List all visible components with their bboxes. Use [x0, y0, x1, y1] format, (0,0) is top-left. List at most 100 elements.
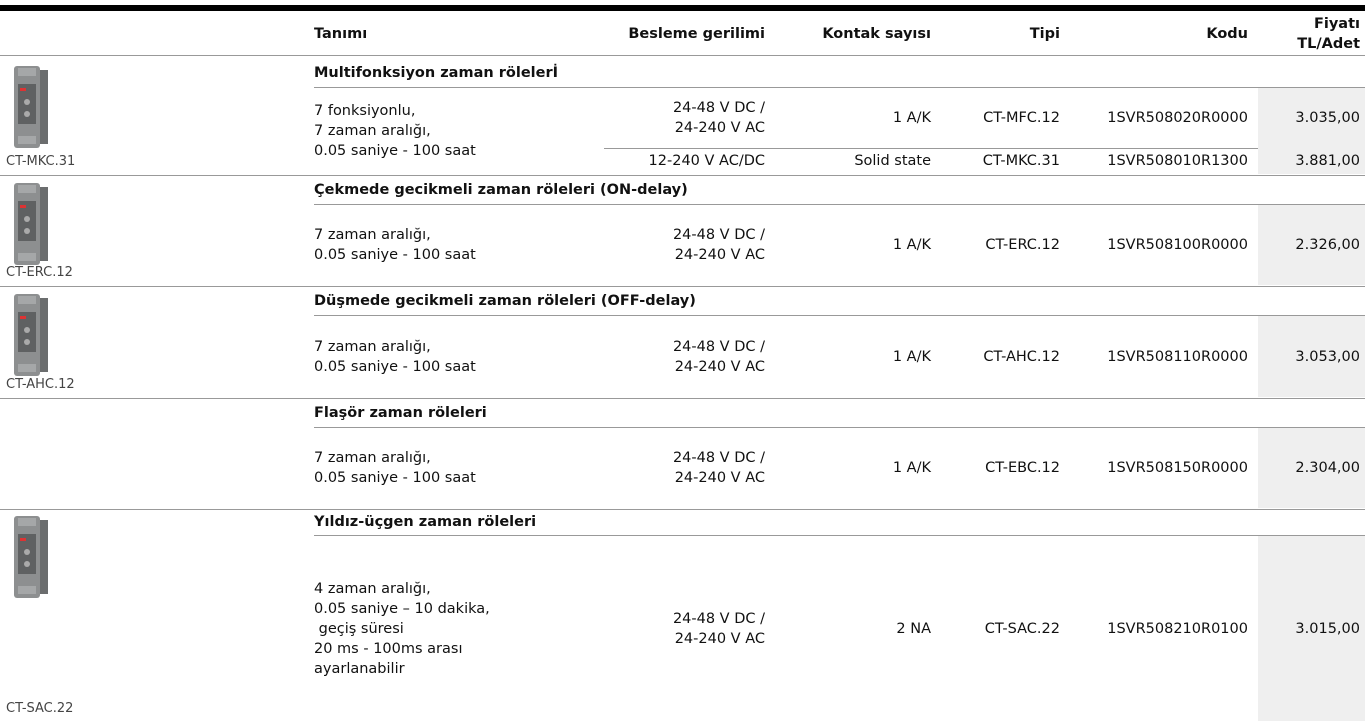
description: 4 zaman aralığı, 0.05 saniye – 10 dakika,… [314, 536, 490, 721]
type: CT-ERC.12 [985, 237, 1060, 253]
type: CT-SAC.22 [984, 620, 1060, 637]
rule [314, 427, 1365, 428]
price-cell-bg [1258, 88, 1365, 148]
group-title: Düşmede gecikmeli zaman röleleri (OFF-de… [314, 293, 696, 309]
relay-icon [14, 66, 48, 148]
price: 3.015,00 [1295, 620, 1360, 637]
contacts: 1 A/K [892, 237, 931, 253]
text-line: 0.05 saniye - 100 saat [314, 143, 476, 159]
price-cell-bg [1258, 428, 1365, 508]
page: Tanımı Besleme gerilimi Kontak sayısı Tipi K… [0, 5, 1365, 721]
type: CT-AHC.12 [983, 348, 1060, 365]
group-title: Multifonksiyon zaman rölelerİ [314, 65, 559, 81]
relay-icon [14, 294, 48, 376]
text-line: 7 zaman aralığı, [314, 123, 431, 139]
price: 2.326,00 [1295, 237, 1360, 253]
price: 3.035,00 [1295, 110, 1360, 126]
product-image [10, 292, 50, 378]
price-header: Fiyatı TL/Adet [1260, 14, 1360, 54]
price-cell-bg [1258, 316, 1365, 397]
description: 7 zaman aralığı, 0.05 saniye - 100 saat [314, 205, 476, 285]
type: CT-EBC.12 [985, 460, 1060, 476]
relay-icon [14, 516, 48, 598]
text-line: 7 zaman aralığı, [314, 338, 431, 355]
text-line: 24-48 V DC / [672, 610, 765, 627]
text-line: 0.05 saniye – 10 dakika, [314, 600, 490, 617]
price-cell-bg [1258, 148, 1365, 174]
text-line: 24-240 V AC [674, 470, 765, 486]
top-rule [0, 5, 1365, 11]
rule [314, 315, 1365, 316]
supply: 24-48 V DC / 24-240 V AC [565, 205, 765, 285]
column-header: Besleme gerilimi [628, 26, 765, 42]
contacts: 1 A/K [892, 348, 931, 365]
group-title: Yıldız-üçgen zaman röleleri [314, 514, 537, 530]
text-line: 7 zaman aralığı, [314, 227, 431, 243]
text-line: 24-240 V AC [674, 247, 765, 263]
text-line: 24-48 V DC / [672, 100, 765, 116]
image-label: CT-AHC.12 [6, 377, 75, 392]
product-image [10, 181, 50, 267]
supply: 24-48 V DC / 24-240 V AC [565, 536, 765, 721]
text-line: 20 ms - 100ms arası [314, 640, 463, 657]
rule [0, 509, 1365, 510]
type: CT-MFC.12 [983, 110, 1060, 126]
description: 7 fonksiyonlu, 7 zaman aralığı, 0.05 saniy… [314, 88, 476, 174]
text-line: Fiyatı [1313, 16, 1360, 32]
text-line: 24-48 V DC / [672, 227, 765, 243]
description: 7 zaman aralığı, 0.05 saniye - 100 saat [314, 316, 476, 397]
column-header: Kodu [1206, 26, 1248, 42]
supply: 24-48 V DC / 24-240 V AC [565, 88, 765, 148]
text-line: 24-48 V DC / [672, 338, 765, 355]
code: 1SVR508110R0000 [1107, 348, 1248, 365]
text-line: ayarlanabilir [314, 660, 405, 677]
type: CT-MKC.31 [982, 153, 1060, 169]
price: 3.881,00 [1295, 153, 1360, 169]
product-image [10, 64, 50, 150]
text-line: 7 fonksiyonlu, [314, 103, 416, 119]
supply: 24-48 V DC / 24-240 V AC [565, 428, 765, 508]
code: 1SVR508100R0000 [1107, 237, 1248, 253]
column-header: Kontak sayısı [822, 26, 931, 42]
text-line: 0.05 saniye - 100 saat [314, 358, 476, 375]
price-cell-bg [1258, 536, 1365, 721]
rule [314, 535, 1365, 536]
price: 2.304,00 [1295, 460, 1360, 476]
contacts: 1 A/K [892, 460, 931, 476]
group-title: Çekmede gecikmeli zaman röleleri (ON-del… [314, 182, 688, 198]
column-header: Tipi [1029, 26, 1060, 42]
code: 1SVR508010R1300 [1107, 153, 1248, 169]
contacts: 1 A/K [892, 110, 931, 126]
text-line: 24-240 V AC [674, 120, 765, 136]
text-line: 12-240 V AC/DC [648, 153, 765, 169]
code: 1SVR508210R0100 [1107, 620, 1248, 637]
rule [314, 87, 1365, 88]
contacts: Solid state [854, 153, 931, 169]
rule [314, 204, 1365, 205]
code: 1SVR508020R0000 [1107, 110, 1248, 126]
rule [0, 55, 1365, 56]
code: 1SVR508150R0000 [1107, 460, 1248, 476]
image-label: CT-MKC.31 [6, 154, 76, 169]
relay-icon [14, 183, 48, 265]
rule [0, 286, 1365, 287]
text-line: 0.05 saniye - 100 saat [314, 247, 476, 263]
text-line: TL/Adet [1297, 36, 1360, 52]
group-title: Flaşör zaman röleleri [314, 405, 487, 421]
text-line: geçiş süresi [314, 620, 404, 637]
text-line: 4 zaman aralığı, [314, 580, 431, 597]
supply: 12-240 V AC/DC [565, 148, 765, 174]
supply: 24-48 V DC / 24-240 V AC [565, 316, 765, 397]
column-header: Tanımı [314, 26, 368, 42]
rule [604, 148, 1365, 149]
text-line: 0.05 saniye - 100 saat [314, 470, 476, 486]
text-line: 7 zaman aralığı, [314, 450, 431, 466]
price: 3.053,00 [1295, 348, 1360, 365]
image-label: CT-ERC.12 [6, 265, 73, 280]
price-cell-bg [1258, 205, 1365, 285]
text-line: 24-48 V DC / [672, 450, 765, 466]
image-label: CT-SAC.22 [6, 701, 74, 716]
rule [0, 175, 1365, 176]
text-line: 24-240 V AC [674, 630, 765, 647]
rule [0, 398, 1365, 399]
